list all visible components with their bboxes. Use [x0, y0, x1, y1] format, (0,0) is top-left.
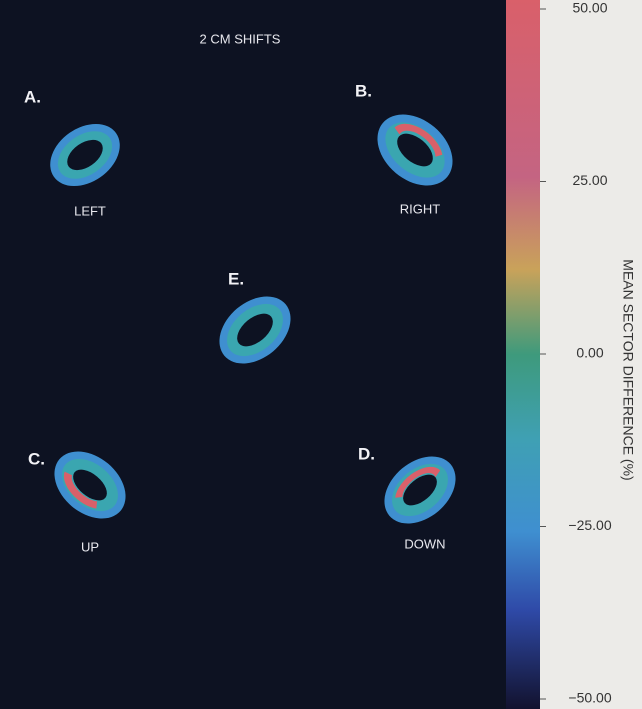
colorbar-tick-label: −25.00	[568, 517, 611, 533]
colorbar-tick-label: 0.00	[576, 345, 603, 361]
colorbar-tick-label: 25.00	[572, 172, 607, 188]
colorbar-tick-label: 50.00	[572, 0, 607, 16]
panel-letter: D.	[358, 444, 375, 463]
panel-letter: B.	[355, 81, 372, 100]
colorbar	[506, 0, 540, 709]
panel-letter: E.	[228, 269, 244, 288]
colorbar-label: MEAN SECTOR DIFFERENCE (%)	[620, 259, 636, 480]
panel-label: LEFT	[74, 203, 106, 218]
panel-label: RIGHT	[400, 201, 441, 216]
figure-title: 2 CM SHIFTS	[200, 31, 281, 46]
panel-letter: A.	[24, 87, 41, 106]
figure: 2 CM SHIFTS A. LEFT B. RIGHT E. C. UP D.…	[0, 0, 642, 709]
panel-label: DOWN	[404, 536, 445, 551]
panel-letter: C.	[28, 449, 45, 468]
panel-label: UP	[81, 539, 99, 554]
colorbar-tick-label: −50.00	[568, 690, 611, 706]
